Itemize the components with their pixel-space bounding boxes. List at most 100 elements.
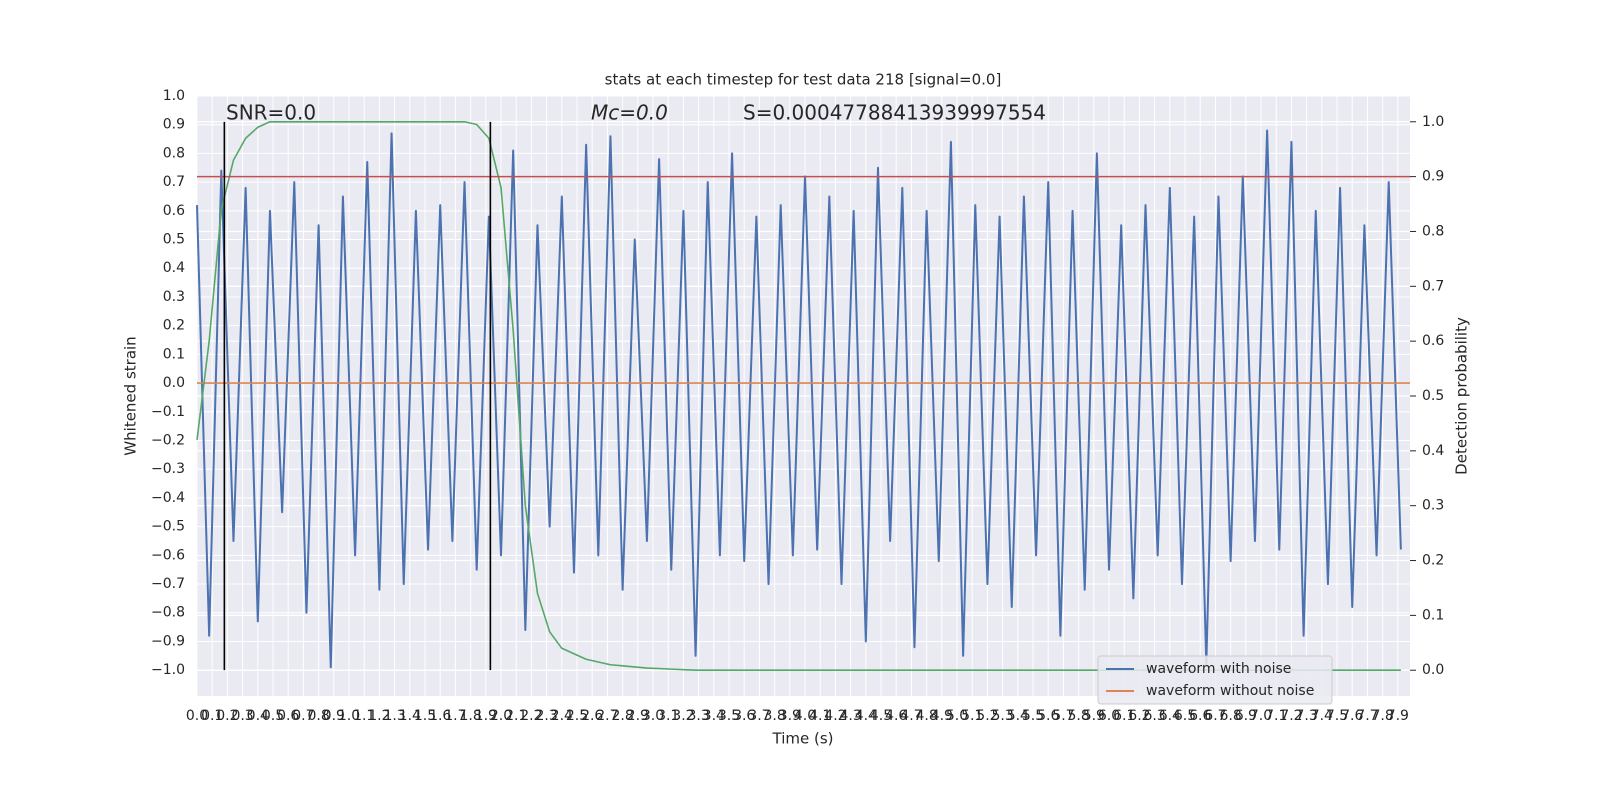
x-tick-label: 1.9 — [475, 708, 497, 724]
y2-axis-label: Detection probability — [1453, 317, 1471, 475]
x-tick-label: 0.0 — [186, 708, 208, 724]
x-tick-label: 1.7 — [444, 708, 466, 724]
y-tick-label: −0.1 — [151, 404, 185, 420]
y2-tick-label: 0.3 — [1422, 498, 1444, 514]
x-tick-label: 2.6 — [581, 708, 603, 724]
x-tick-label: 0.2 — [216, 708, 238, 724]
y-tick-label: −0.3 — [151, 461, 185, 477]
legend-label: waveform without noise — [1146, 683, 1314, 699]
x-tick-label: 3.0 — [642, 708, 664, 724]
x-axis-label: Time (s) — [772, 730, 834, 748]
x-tick-label: 2.5 — [566, 708, 588, 724]
x-tick-label: 4.8 — [915, 708, 937, 724]
legend-box — [1097, 655, 1333, 705]
x-tick-label: 7.7 — [1356, 708, 1378, 724]
x-tick-label: 0.4 — [247, 708, 269, 724]
x-tick-label: 3.8 — [763, 708, 785, 724]
x-tick-label: 3.4 — [703, 708, 725, 724]
y-tick-label: 0.4 — [163, 260, 185, 276]
x-tick-label: 1.5 — [414, 708, 436, 724]
x-tick-label: 0.1 — [201, 708, 223, 724]
x-tick-label: 5.0 — [946, 708, 968, 724]
x-tick-label: 5.1 — [961, 708, 983, 724]
x-tick-label: 2.0 — [490, 708, 512, 724]
x-tick-label: 7.3 — [1296, 708, 1318, 724]
y-tick-label: 0.2 — [163, 318, 185, 334]
x-tick-label: 4.6 — [885, 708, 907, 724]
y2-tick-label: 0.2 — [1422, 553, 1444, 569]
x-tick-label: 6.5 — [1174, 708, 1196, 724]
x-tick-label: 2.4 — [551, 708, 573, 724]
x-tick-label: 6.8 — [1220, 708, 1242, 724]
annotation: Mc=0.0 — [591, 101, 668, 125]
x-tick-label: 0.7 — [292, 708, 314, 724]
y2-tick-label: 0.6 — [1422, 333, 1444, 349]
x-tick-label: 5.4 — [1007, 708, 1029, 724]
x-tick-label: 5.6 — [1037, 708, 1059, 724]
x-tick-label: 3.1 — [657, 708, 679, 724]
y-tick-label: 1.0 — [163, 88, 185, 104]
y-tick-label: 0.8 — [163, 145, 185, 161]
y2-tick-label: 0.5 — [1422, 388, 1444, 404]
y-axis-label: Whitened strain — [122, 336, 140, 455]
y-tick-label: 0.0 — [163, 375, 185, 391]
series-line — [196, 129, 1402, 669]
y2-tick-label: 0.1 — [1422, 607, 1444, 623]
x-tick-label: 7.6 — [1341, 708, 1363, 724]
x-tick-label: 0.8 — [307, 708, 329, 724]
x-tick-label: 2.2 — [520, 708, 542, 724]
x-tick-label: 1.1 — [353, 708, 375, 724]
x-tick-label: 1.8 — [459, 708, 481, 724]
y-tick-label: 0.6 — [163, 203, 185, 219]
x-tick-label: 5.9 — [1083, 708, 1105, 724]
x-tick-label: 5.3 — [991, 708, 1013, 724]
x-tick-label: 6.3 — [1143, 708, 1165, 724]
annotation: S=0.00047788413939997554 — [743, 101, 1046, 125]
x-tick-label: 7.2 — [1280, 708, 1302, 724]
x-tick-label: 2.1 — [505, 708, 527, 724]
x-tick-label: 3.9 — [779, 708, 801, 724]
y-tick-label: −0.5 — [151, 519, 185, 535]
x-tick-label: 5.2 — [976, 708, 998, 724]
y-tick-label: −1.0 — [151, 662, 185, 678]
x-tick-label: 7.1 — [1265, 708, 1287, 724]
y-tick-label: −0.6 — [151, 547, 185, 563]
y-tick-label: 0.7 — [163, 174, 185, 190]
y-tick-label: −0.7 — [151, 576, 185, 592]
x-tick-label: 2.9 — [627, 708, 649, 724]
x-tick-label: 4.4 — [855, 708, 877, 724]
x-tick-label: 5.8 — [1067, 708, 1089, 724]
x-tick-label: 4.1 — [809, 708, 831, 724]
x-tick-label: 6.6 — [1189, 708, 1211, 724]
x-tick-label: 1.6 — [429, 708, 451, 724]
x-tick-label: 2.7 — [596, 708, 618, 724]
y-tick-label: −0.8 — [151, 605, 185, 621]
y2-tick-label: 0.0 — [1422, 662, 1444, 678]
x-tick-label: 6.2 — [1128, 708, 1150, 724]
x-tick-label: 4.3 — [839, 708, 861, 724]
x-tick-label: 2.3 — [535, 708, 557, 724]
y2-tick-label: 0.4 — [1422, 443, 1444, 459]
x-tick-label: 6.9 — [1235, 708, 1257, 724]
x-tick-label: 3.5 — [718, 708, 740, 724]
y2-tick-label: 0.9 — [1422, 169, 1444, 185]
y-tick-label: −0.4 — [151, 490, 185, 506]
x-tick-label: 2.8 — [611, 708, 633, 724]
x-tick-label: 0.6 — [277, 708, 299, 724]
y-tick-label: −0.2 — [151, 432, 185, 448]
y-tick-label: 0.1 — [163, 346, 185, 362]
x-tick-label: 3.7 — [748, 708, 770, 724]
x-tick-label: 0.3 — [231, 708, 253, 724]
x-tick-label: 7.5 — [1326, 708, 1348, 724]
x-tick-label: 6.4 — [1159, 708, 1181, 724]
x-tick-label: 3.2 — [672, 708, 694, 724]
y-tick-label: 0.3 — [163, 289, 185, 305]
x-tick-label: 4.7 — [900, 708, 922, 724]
x-tick-label: 1.4 — [399, 708, 421, 724]
legend-label: waveform with noise — [1146, 661, 1291, 677]
x-tick-label: 5.7 — [1052, 708, 1074, 724]
x-tick-label: 5.5 — [1022, 708, 1044, 724]
x-tick-label: 6.0 — [1098, 708, 1120, 724]
x-tick-label: 0.5 — [262, 708, 284, 724]
